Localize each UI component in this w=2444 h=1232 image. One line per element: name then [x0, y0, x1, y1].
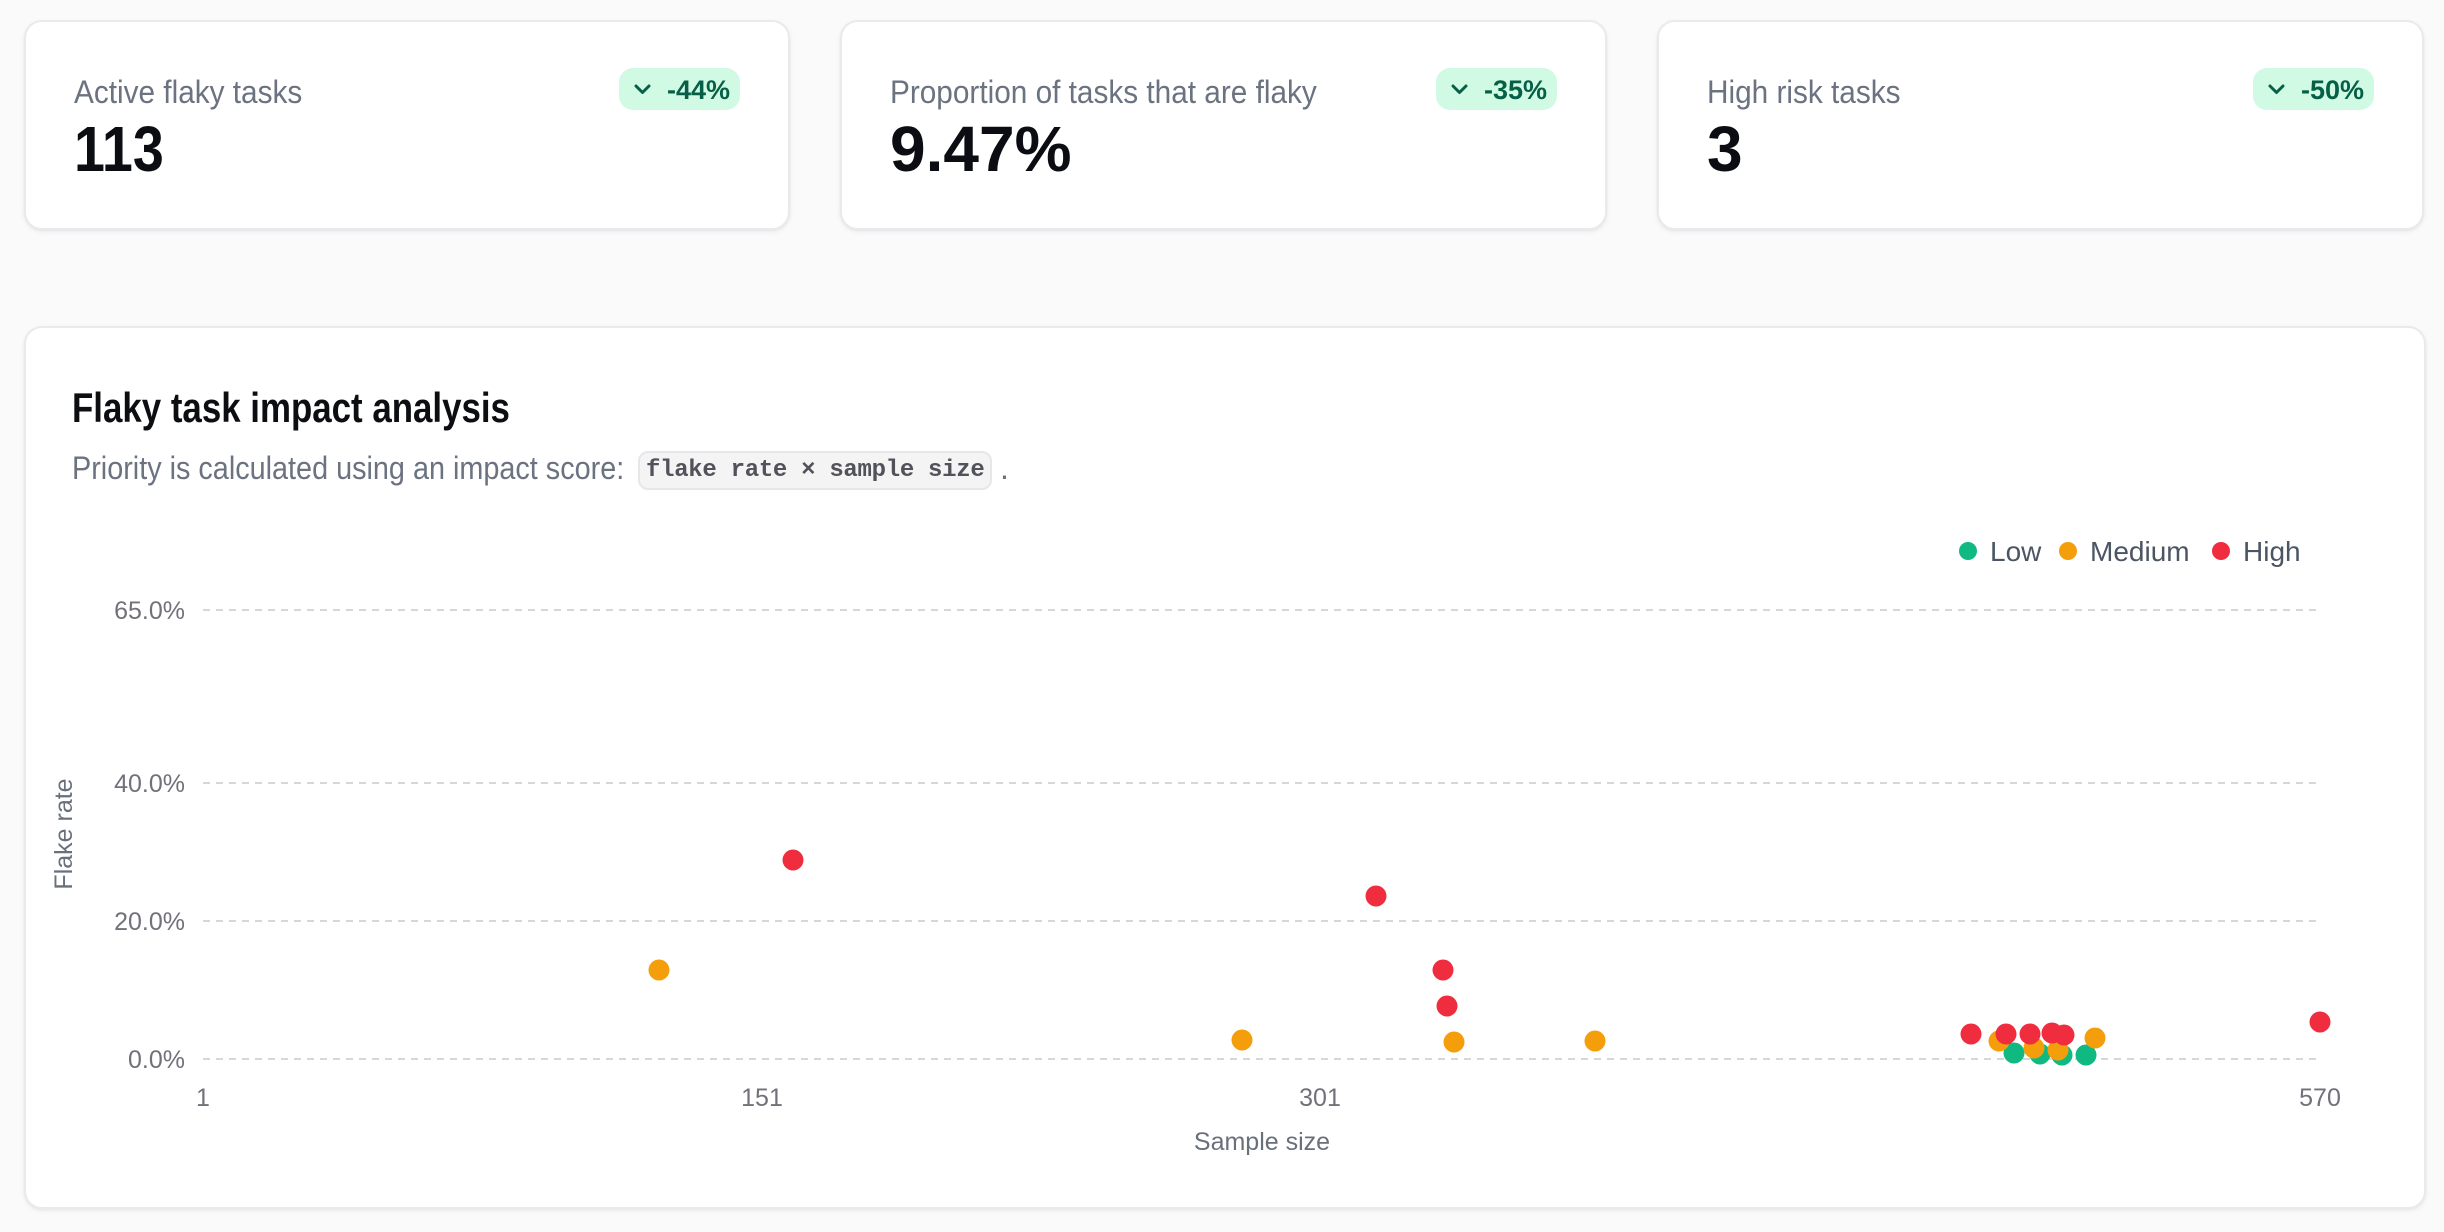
- svg-text:Sample size: Sample size: [1194, 1128, 1330, 1156]
- svg-text:301: 301: [1299, 1084, 1341, 1112]
- svg-text:Flake rate: Flake rate: [50, 778, 78, 889]
- svg-text:1: 1: [196, 1084, 210, 1112]
- svg-text:40.0%: 40.0%: [114, 770, 185, 798]
- svg-text:0.0%: 0.0%: [128, 1046, 185, 1074]
- svg-text:High: High: [2243, 536, 2301, 567]
- svg-text:570: 570: [2299, 1084, 2341, 1112]
- svg-text:65.0%: 65.0%: [114, 597, 185, 625]
- svg-text:Low: Low: [1990, 536, 2042, 567]
- svg-text:151: 151: [741, 1084, 783, 1112]
- svg-text:Medium: Medium: [2090, 536, 2190, 567]
- svg-text:20.0%: 20.0%: [114, 908, 185, 936]
